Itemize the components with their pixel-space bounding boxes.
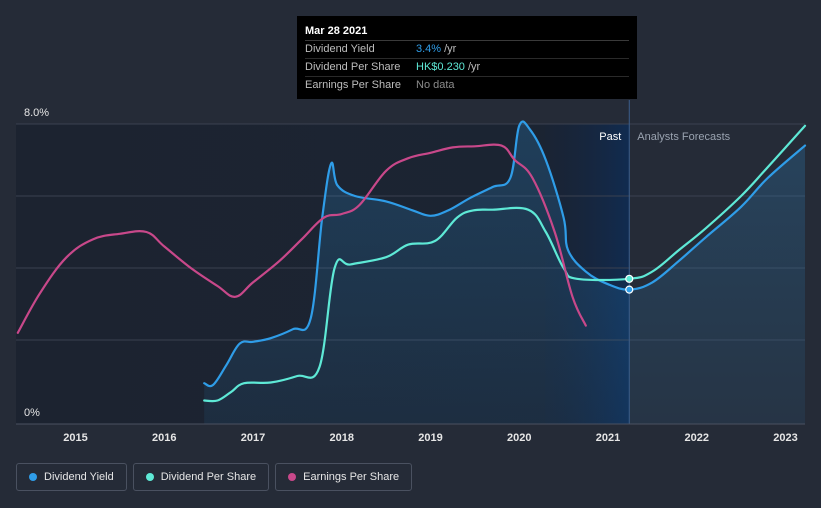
series-lines: [16, 120, 807, 403]
tooltip-value: No data: [416, 79, 455, 91]
x-tick-label: 2019: [418, 432, 442, 444]
tooltip-row-dividend-yield: Dividend Yield 3.4% /yr: [305, 41, 629, 59]
tooltip-label: Earnings Per Share: [305, 79, 401, 91]
tooltip-unit: /yr: [467, 61, 481, 73]
dividend-yield-area: [204, 121, 805, 424]
tooltip-row-earnings-per-share: Earnings Per Share No data: [305, 77, 629, 94]
tooltip-label: Dividend Per Share: [305, 61, 401, 73]
legend-label: Dividend Yield: [44, 471, 114, 483]
x-tick-label: 2017: [241, 432, 265, 444]
legend-label: Earnings Per Share: [303, 471, 400, 483]
tooltip-unit: /yr: [444, 43, 457, 55]
legend-label: Dividend Per Share: [160, 471, 257, 483]
dividend-per-share-marker: [625, 274, 634, 283]
tooltip-row-dividend-per-share: Dividend Per Share HK$0.230 /yr: [305, 59, 629, 77]
y-axis-labels: 8.0% 0%: [24, 107, 49, 419]
hover-markers: [625, 274, 634, 294]
earnings-per-share-line: [16, 143, 587, 334]
y-tick-label: 8.0%: [24, 107, 49, 119]
y-tick-label: 0%: [24, 407, 40, 419]
legend-item-dividend-yield[interactable]: Dividend Yield: [16, 463, 127, 491]
legend-item-earnings-per-share[interactable]: Earnings Per Share: [275, 463, 413, 491]
legend-dot-icon: [288, 473, 297, 481]
x-tick-label: 2016: [152, 432, 176, 444]
legend-dot-icon: [29, 473, 37, 481]
forecast-region-label: Analysts Forecasts: [637, 131, 730, 143]
hover-tooltip: Mar 28 2021 Dividend Yield 3.4% /yr Divi…: [297, 16, 637, 99]
chart-legend: Dividend Yield Dividend Per Share Earnin…: [16, 463, 413, 491]
x-tick-label: 2015: [63, 432, 87, 444]
tooltip-value: HK$0.230: [416, 61, 465, 73]
series-fills: [204, 121, 805, 424]
x-tick-label: 2021: [596, 432, 620, 444]
x-tick-label: 2023: [773, 432, 797, 444]
tooltip-date: Mar 28 2021: [305, 23, 629, 41]
dividend-yield-marker: [625, 285, 634, 294]
tooltip-label: Dividend Yield: [305, 43, 375, 55]
tooltip-value: 3.4%: [416, 43, 442, 55]
legend-item-dividend-per-share[interactable]: Dividend Per Share: [132, 463, 270, 491]
x-tick-label: 2020: [507, 432, 531, 444]
dividend-per-share-line: [203, 124, 807, 403]
dividend-yield-line: [203, 120, 807, 388]
x-tick-label: 2022: [684, 432, 708, 444]
x-tick-label: 2018: [329, 432, 353, 444]
past-region-label: Past: [599, 131, 621, 143]
x-axis-ticks: 2015 2016 2017 2018 2019 2020 2021 2022 2023: [63, 432, 797, 444]
legend-dot-icon: [145, 473, 154, 481]
